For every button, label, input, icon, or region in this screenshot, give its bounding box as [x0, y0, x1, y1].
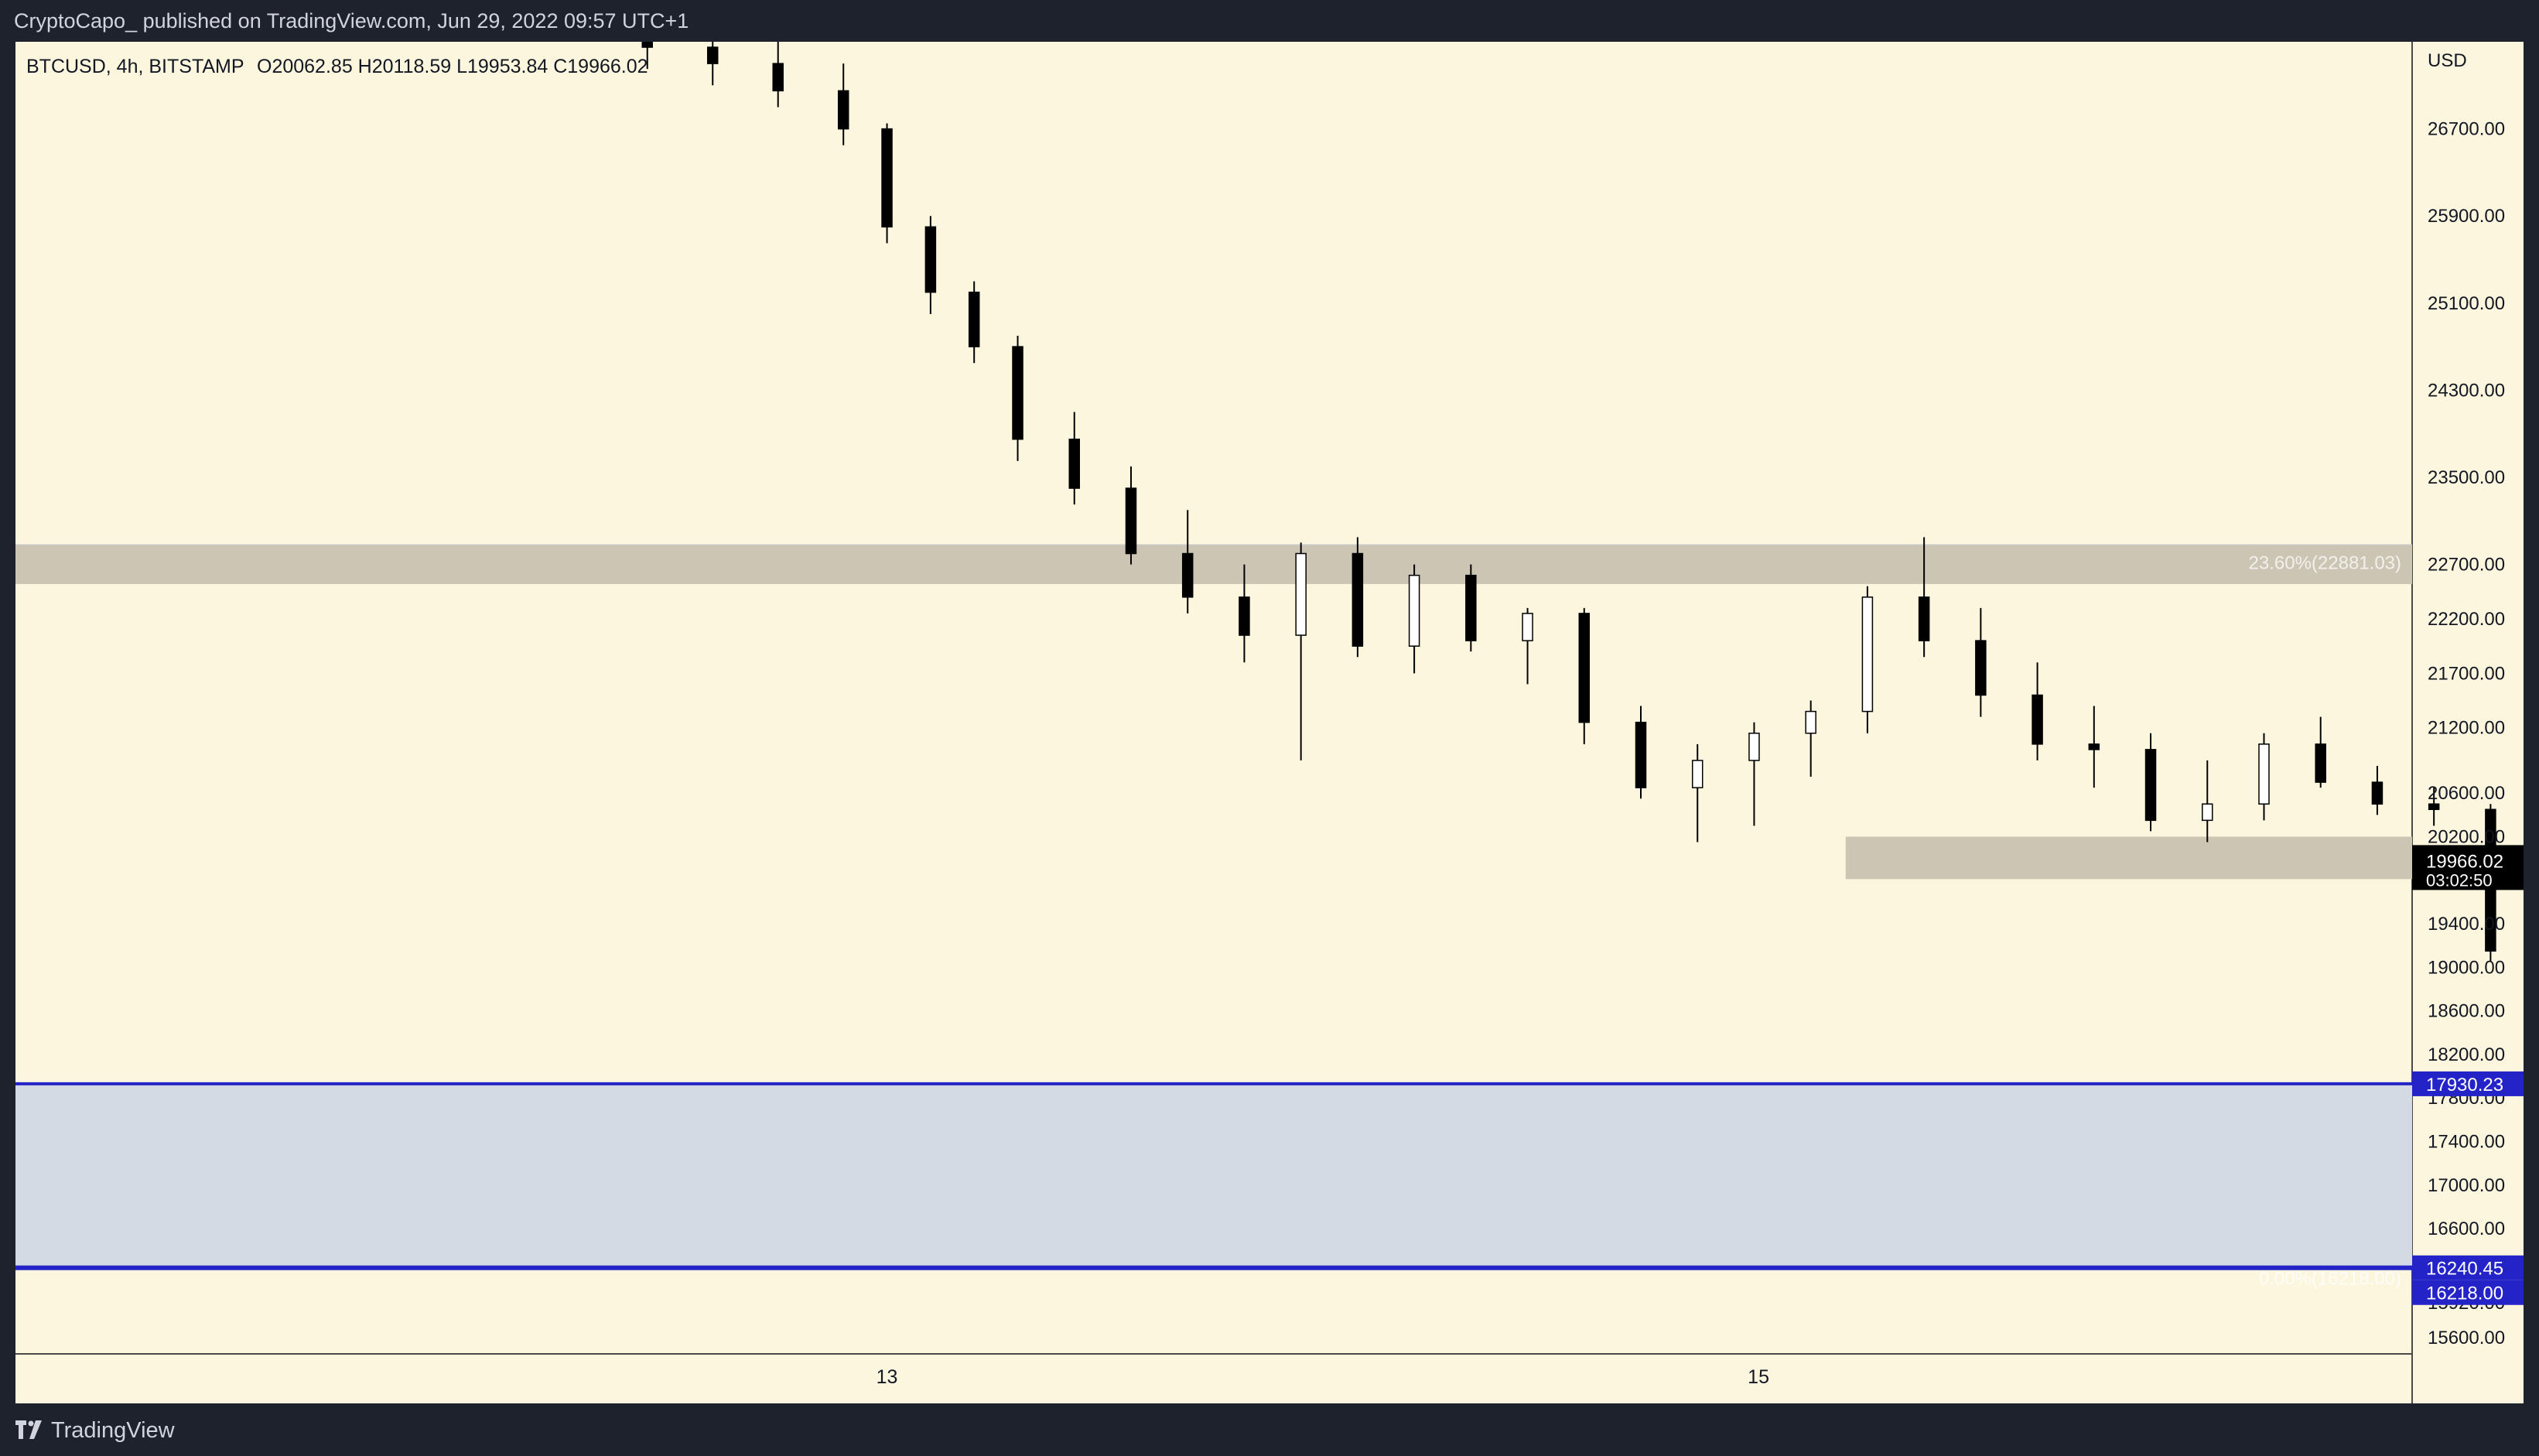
- tradingview-brand[interactable]: TradingView: [51, 1418, 175, 1443]
- candle-body[interactable]: [2371, 781, 2384, 805]
- candle-body[interactable]: [772, 63, 784, 92]
- chart-frame[interactable]: 23.60%(22881.03) 0.00%(16218.00) BTCUSD, 4…: [15, 0, 2524, 1403]
- price-marker-badge[interactable]: [2412, 1071, 2524, 1096]
- y-tick-label: 21200.00: [2428, 718, 2505, 739]
- y-tick-label: 25900.00: [2428, 206, 2505, 227]
- candle-body[interactable]: [1408, 574, 1420, 647]
- price-axis[interactable]: [2412, 42, 2524, 1403]
- candle-body[interactable]: [1578, 613, 1591, 723]
- y-tick-label: 22700.00: [2428, 555, 2505, 576]
- candle-body[interactable]: [1805, 710, 1816, 734]
- y-tick-label: 21700.00: [2428, 663, 2505, 684]
- y-tick-label: 19000.00: [2428, 957, 2505, 978]
- candle-body[interactable]: [2144, 749, 2157, 822]
- candle-body[interactable]: [2202, 803, 2213, 822]
- candle-body[interactable]: [2088, 743, 2100, 750]
- last-price-label: 19966.02: [2426, 851, 2503, 872]
- y-tick-label: 20600.00: [2428, 783, 2505, 804]
- legend-symbol: BTCUSD, 4h, BITSTAMP: [26, 56, 244, 77]
- candle-body[interactable]: [968, 291, 980, 347]
- candle-body[interactable]: [2032, 694, 2043, 745]
- candle-body[interactable]: [641, 19, 653, 48]
- candle-body[interactable]: [1012, 346, 1023, 440]
- currency-label: USD: [2428, 50, 2467, 71]
- candle-body[interactable]: [1861, 596, 1874, 713]
- candle-body[interactable]: [2258, 743, 2270, 805]
- candle-body[interactable]: [1465, 574, 1477, 641]
- price-marker-label: 16218.00: [2426, 1283, 2503, 1304]
- x-tick-label: 15: [1748, 1366, 1769, 1388]
- candle-body[interactable]: [1918, 596, 1930, 641]
- y-tick-label: 17000.00: [2428, 1175, 2505, 1196]
- candle-body[interactable]: [1691, 760, 1703, 788]
- y-tick-label: 25100.00: [2428, 293, 2505, 314]
- y-tick-label: 18200.00: [2428, 1044, 2505, 1065]
- candle-body[interactable]: [1125, 487, 1137, 555]
- y-tick-label: 22200.00: [2428, 609, 2505, 630]
- x-tick-label: 13: [877, 1366, 898, 1388]
- y-tick-label: 24300.00: [2428, 380, 2505, 401]
- zone-label-demand: 0.00%(16218.00): [2259, 1269, 2401, 1290]
- tradingview-logo-icon[interactable]: [14, 1417, 45, 1442]
- candle-body[interactable]: [1068, 438, 1081, 489]
- candle-body[interactable]: [706, 46, 719, 64]
- candle-body[interactable]: [2428, 803, 2440, 811]
- candle-body[interactable]: [1295, 552, 1307, 636]
- candle-body[interactable]: [1975, 640, 1987, 696]
- zone-label-resistance: 23.60%(22881.03): [2249, 552, 2401, 573]
- time-axis[interactable]: [15, 1354, 2412, 1403]
- y-tick-label: 17400.00: [2428, 1132, 2505, 1153]
- candle-body[interactable]: [924, 226, 937, 293]
- zone-resistance[interactable]: [15, 545, 2412, 584]
- candle-body[interactable]: [881, 128, 893, 228]
- zone-demand[interactable]: [15, 1083, 2412, 1268]
- last-price-badge[interactable]: [2412, 845, 2524, 890]
- legend-ohlc: O20062.85 H20118.59 L19953.84 C19966.02: [257, 56, 648, 77]
- candle-body[interactable]: [1181, 552, 1194, 598]
- zone-support[interactable]: [1845, 836, 2412, 880]
- candle-body[interactable]: [1635, 721, 1647, 788]
- price-marker-badge[interactable]: [2412, 1280, 2524, 1305]
- candle-body[interactable]: [2315, 743, 2326, 783]
- price-marker-badge[interactable]: [2412, 1255, 2524, 1280]
- price-marker-label: 16240.45: [2426, 1259, 2503, 1280]
- publisher-line: CryptoCapo_ published on TradingView.com…: [14, 9, 689, 32]
- y-tick-label: 23500.00: [2428, 467, 2505, 488]
- countdown-label: 03:02:50: [2426, 870, 2493, 890]
- publisher-header: CryptoCapo_ published on TradingView.com…: [0, 0, 2539, 42]
- candle-body[interactable]: [837, 90, 849, 130]
- candle-body[interactable]: [1352, 552, 1364, 647]
- y-tick-label: 20200.00: [2428, 826, 2505, 847]
- price-marker-label: 17930.23: [2426, 1075, 2503, 1095]
- candle-body[interactable]: [1522, 613, 1533, 641]
- y-tick-label: 15600.00: [2428, 1328, 2505, 1348]
- candle-body[interactable]: [1748, 732, 1760, 761]
- price-chart[interactable]: 23.60%(22881.03) 0.00%(16218.00) BTCUSD, 4…: [15, 0, 2524, 1403]
- y-tick-label: 26700.00: [2428, 119, 2505, 140]
- candle-body[interactable]: [1239, 596, 1250, 636]
- y-tick-label: 16600.00: [2428, 1218, 2505, 1239]
- y-tick-label: 19400.00: [2428, 914, 2505, 935]
- footer-bar: TradingView: [0, 1403, 2539, 1456]
- y-tick-label: 18600.00: [2428, 1001, 2505, 1022]
